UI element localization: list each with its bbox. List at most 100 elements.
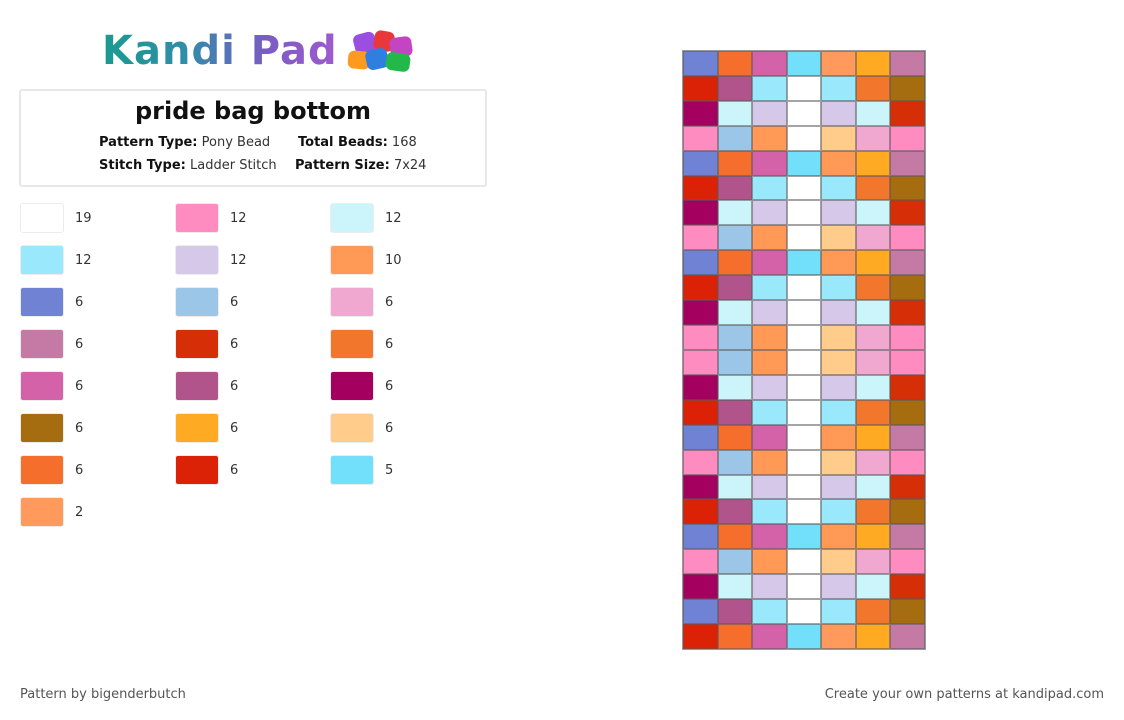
bead [821,499,856,525]
bead [890,150,925,176]
logo-text: Kandi Pad [102,28,338,74]
bead [855,474,891,500]
bead [890,250,925,276]
bead [821,325,856,350]
legend-count: 6 [230,378,239,394]
bead [890,349,925,375]
legend-swatch [175,413,219,443]
pattern-author: Pattern by bigenderbutch [20,687,186,702]
legend-count: 6 [385,378,394,394]
bead [890,524,925,550]
bead [683,574,718,600]
bead [786,449,822,475]
pattern-size: Pattern Size: 7x24 [295,158,426,173]
legend-item: 6 [175,370,238,402]
bead [821,100,856,126]
legend-item: 10 [330,244,402,276]
bead [717,549,753,575]
legend-item: 6 [175,412,238,444]
kandipad-link[interactable]: Create your own patterns at kandipad.com [824,687,1104,702]
legend-count: 6 [75,336,84,352]
legend-count: 12 [230,210,247,226]
bead [786,325,822,350]
legend-count: 6 [230,420,239,436]
bead [752,175,787,201]
bead [821,349,856,375]
stitch-type-label: Stitch Type: [99,158,186,173]
bead [683,300,718,326]
bead [821,200,856,226]
bead [717,574,753,600]
legend-item: 12 [175,202,247,234]
bead [786,624,822,649]
bead [855,51,891,76]
bead [855,374,891,400]
logo-beads-icon [346,27,424,75]
legend-count: 6 [230,336,239,352]
bead [752,574,787,600]
legend-swatch [20,413,64,443]
bead [890,399,925,425]
bead [717,250,753,276]
legend-swatch [175,287,219,317]
bead [717,424,753,450]
stitch-type: Stitch Type: Ladder Stitch [99,158,277,173]
bead-pattern-grid [682,50,926,650]
bead [717,474,753,500]
bead [786,549,822,575]
bead [821,524,856,550]
bead [855,574,891,600]
bead [821,574,856,600]
total-beads-label: Total Beads: [298,135,388,150]
bead [855,300,891,326]
bead [786,250,822,276]
legend-swatch [330,455,374,485]
bead [683,51,718,76]
bead [786,75,822,101]
legend-item: 12 [20,244,92,276]
bead [786,300,822,326]
bead [717,325,753,350]
bead [855,275,891,301]
legend-item: 12 [330,202,402,234]
bead [717,449,753,475]
bead [786,424,822,450]
legend-item: 2 [20,496,83,528]
bead [855,175,891,201]
bead [683,325,718,350]
bead [683,424,718,450]
legend-swatch [175,245,219,275]
bead [890,499,925,525]
kandi-pad-logo[interactable]: Kandi Pad [102,26,424,76]
pattern-type-value: Pony Bead [201,135,271,150]
bead [821,51,856,76]
legend-count: 6 [75,294,84,310]
bead [821,225,856,251]
bead [821,624,856,649]
legend-swatch [175,329,219,359]
bead [821,150,856,176]
bead [683,624,718,649]
bead [890,374,925,400]
legend-item: 6 [20,412,83,444]
bead [821,125,856,151]
legend-swatch [330,245,374,275]
legend-swatch [330,287,374,317]
bead [717,175,753,201]
bead [855,75,891,101]
bead [752,250,787,276]
bead [683,150,718,176]
pattern-size-label: Pattern Size: [295,158,390,173]
bead [890,325,925,350]
bead [855,599,891,625]
bead [855,200,891,226]
bead [752,349,787,375]
bead [890,75,925,101]
bead [890,449,925,475]
bead [752,100,787,126]
legend-swatch [330,371,374,401]
bead [786,399,822,425]
legend-swatch [175,203,219,233]
bead [786,150,822,176]
bead [717,150,753,176]
